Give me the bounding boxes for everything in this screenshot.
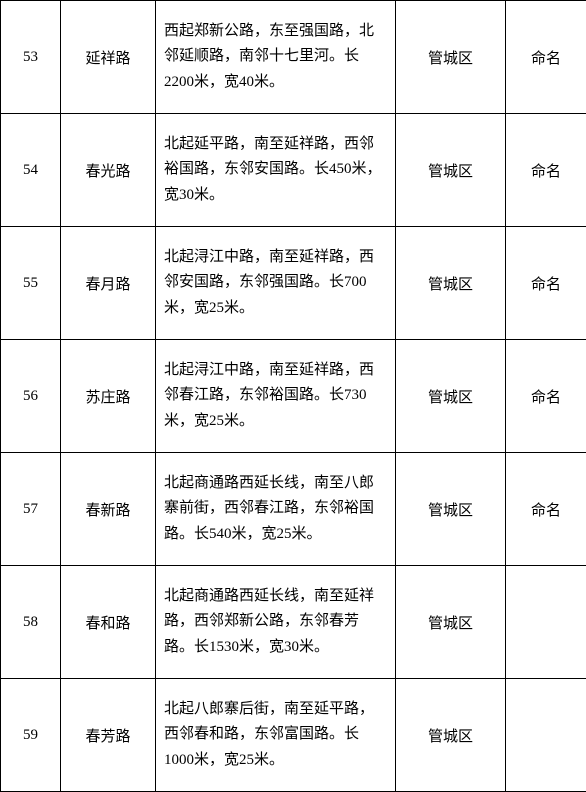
cell-num: 53 [1,1,61,114]
table-row: 53 延祥路 西起郑新公路，东至强国路，北邻延顺路，南邻十七里河。长2200米，… [1,1,586,114]
cell-desc: 北起延平路，南至延祥路，西邻裕国路，东邻安国路。长450米，宽30米。 [156,114,396,227]
table-row: 54 春光路 北起延平路，南至延祥路，西邻裕国路，东邻安国路。长450米，宽30… [1,114,586,227]
cell-num: 57 [1,453,61,566]
cell-district: 管城区 [396,453,506,566]
cell-district: 管城区 [396,227,506,340]
cell-name: 春和路 [61,566,156,679]
cell-name: 苏庄路 [61,340,156,453]
cell-district: 管城区 [396,340,506,453]
cell-status: 命名 [506,114,586,227]
cell-status [506,679,586,792]
cell-status: 命名 [506,227,586,340]
cell-desc: 北起八郎寨后街，南至延平路，西邻春和路，东邻富国路。长1000米，宽25米。 [156,679,396,792]
table-row: 58 春和路 北起商通路西延长线，南至延祥路，西邻郑新公路，东邻春芳路。长153… [1,566,586,679]
cell-desc: 北起商通路西延长线，南至八郎寨前街，西邻春江路，东邻裕国路。长540米，宽25米… [156,453,396,566]
cell-num: 58 [1,566,61,679]
cell-num: 59 [1,679,61,792]
cell-name: 春光路 [61,114,156,227]
cell-name: 春月路 [61,227,156,340]
cell-district: 管城区 [396,114,506,227]
cell-status: 命名 [506,340,586,453]
cell-district: 管城区 [396,679,506,792]
table-row: 57 春新路 北起商通路西延长线，南至八郎寨前街，西邻春江路，东邻裕国路。长54… [1,453,586,566]
cell-desc: 北起商通路西延长线，南至延祥路，西邻郑新公路，东邻春芳路。长1530米，宽30米… [156,566,396,679]
cell-desc: 北起浔江中路，南至延祥路，西邻安国路，东邻强国路。长700米，宽25米。 [156,227,396,340]
cell-name: 春新路 [61,453,156,566]
table-row: 55 春月路 北起浔江中路，南至延祥路，西邻安国路，东邻强国路。长700米，宽2… [1,227,586,340]
cell-status: 命名 [506,453,586,566]
cell-num: 56 [1,340,61,453]
cell-num: 55 [1,227,61,340]
cell-district: 管城区 [396,566,506,679]
road-table-body: 53 延祥路 西起郑新公路，东至强国路，北邻延顺路，南邻十七里河。长2200米，… [1,1,586,792]
cell-name: 延祥路 [61,1,156,114]
table-row: 56 苏庄路 北起浔江中路，南至延祥路，西邻春江路，东邻裕国路。长730米，宽2… [1,340,586,453]
cell-status [506,566,586,679]
cell-desc: 西起郑新公路，东至强国路，北邻延顺路，南邻十七里河。长2200米，宽40米。 [156,1,396,114]
cell-name: 春芳路 [61,679,156,792]
cell-district: 管城区 [396,1,506,114]
cell-desc: 北起浔江中路，南至延祥路，西邻春江路，东邻裕国路。长730米，宽25米。 [156,340,396,453]
cell-num: 54 [1,114,61,227]
road-table: 53 延祥路 西起郑新公路，东至强国路，北邻延顺路，南邻十七里河。长2200米，… [0,0,586,792]
cell-status: 命名 [506,1,586,114]
table-row: 59 春芳路 北起八郎寨后街，南至延平路，西邻春和路，东邻富国路。长1000米，… [1,679,586,792]
